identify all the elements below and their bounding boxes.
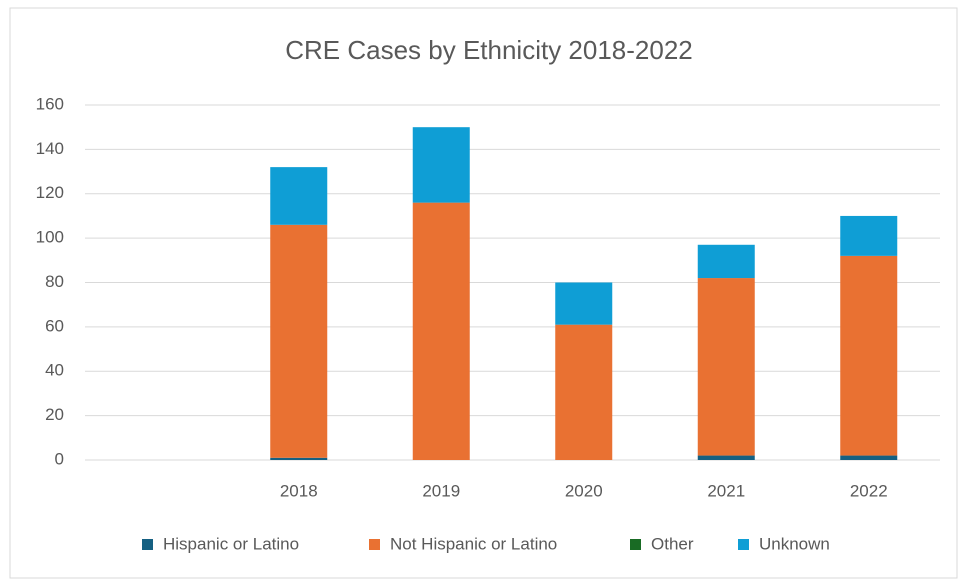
bar-segment	[270, 457, 328, 460]
x-tick-label: 2019	[422, 481, 460, 500]
x-tick-label: 2021	[707, 481, 745, 500]
y-tick-label: 120	[36, 183, 64, 202]
bar-segment	[412, 202, 470, 460]
legend-label: Unknown	[759, 534, 830, 553]
legend-swatch	[630, 539, 641, 550]
legend-swatch	[738, 539, 749, 550]
y-tick-label: 60	[45, 316, 64, 335]
bar-segment	[840, 215, 898, 256]
bar-segment	[697, 455, 755, 460]
y-tick-label: 20	[45, 405, 64, 424]
bar-segment	[412, 127, 470, 203]
y-tick-label: 0	[55, 449, 64, 468]
bar-segment	[840, 255, 898, 456]
y-tick-label: 160	[36, 94, 64, 113]
chart-frame	[9, 7, 958, 579]
y-tick-label: 140	[36, 139, 64, 158]
bar-segment	[840, 455, 898, 460]
legend-label: Not Hispanic or Latino	[390, 534, 557, 553]
y-tick-label: 40	[45, 361, 64, 380]
chart-title: CRE Cases by Ethnicity 2018-2022	[285, 35, 693, 65]
x-tick-label: 2022	[850, 481, 888, 500]
legend-swatch	[142, 539, 153, 550]
legend-swatch	[369, 539, 380, 550]
bar-segment	[270, 224, 328, 458]
x-tick-label: 2020	[565, 481, 603, 500]
bar-segment	[270, 167, 328, 225]
y-tick-label: 80	[45, 272, 64, 291]
bar-segment	[697, 244, 755, 279]
bar-segment	[697, 278, 755, 456]
y-tick-label: 100	[36, 228, 64, 247]
x-tick-label: 2018	[280, 481, 318, 500]
legend-label: Hispanic or Latino	[163, 534, 299, 553]
bar-segment	[555, 324, 613, 460]
legend-label: Other	[651, 534, 694, 553]
bar-segment	[555, 282, 613, 325]
